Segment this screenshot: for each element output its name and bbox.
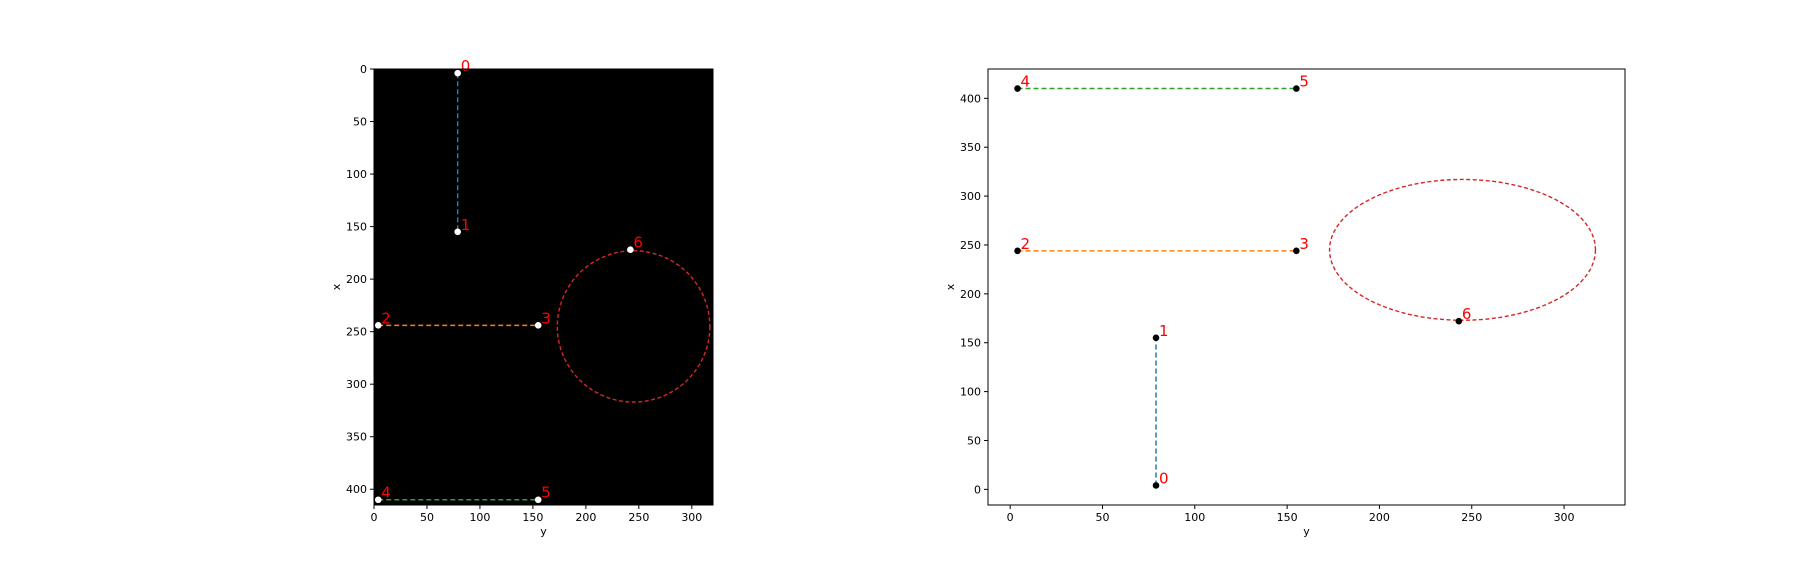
x-tick-label: 0 — [1007, 511, 1014, 524]
x-tick-label: 150 — [522, 511, 543, 524]
y-tick-label: 150 — [346, 221, 367, 234]
plot-area — [374, 69, 713, 505]
point-4 — [374, 496, 382, 504]
x-tick-label: 300 — [681, 511, 702, 524]
point-label-1: 1 — [1159, 322, 1169, 340]
point-0 — [1152, 482, 1160, 489]
point-label-3: 3 — [1299, 235, 1309, 253]
x-axis-label: y — [540, 525, 547, 538]
y-tick-label: 50 — [967, 434, 981, 447]
y-tick-label: 400 — [960, 92, 981, 105]
point-6 — [627, 246, 634, 254]
x-tick-label: 100 — [1184, 511, 1205, 524]
x-tick-label: 50 — [1095, 511, 1109, 524]
point-6 — [1455, 317, 1463, 325]
point-label-5: 5 — [1299, 73, 1309, 91]
x-tick-label: 50 — [420, 511, 434, 524]
x-tick-label: 150 — [1277, 511, 1298, 524]
x-axis-label: y — [1303, 525, 1310, 538]
y-axis-label: x — [944, 283, 957, 290]
x-tick-label: 300 — [1554, 511, 1575, 524]
point-label-2: 2 — [1021, 235, 1031, 253]
point-2 — [374, 322, 382, 329]
point-1 — [1152, 334, 1160, 342]
x-tick-label: 200 — [1369, 511, 1390, 524]
x-tick-label: 100 — [469, 511, 490, 524]
point-label-5: 5 — [541, 484, 551, 502]
x-tick-label: 250 — [628, 511, 649, 524]
y-tick-label: 200 — [960, 288, 981, 301]
point-label-0: 0 — [1159, 469, 1169, 487]
point-5 — [534, 496, 542, 504]
y-tick-label: 400 — [346, 483, 367, 496]
point-label-3: 3 — [541, 309, 551, 327]
point-label-0: 0 — [461, 57, 471, 75]
point-4 — [1014, 85, 1021, 92]
y-tick-label: 200 — [346, 273, 367, 286]
y-tick-label: 0 — [360, 63, 367, 76]
point-label-1: 1 — [461, 216, 471, 234]
point-1 — [454, 228, 461, 236]
y-axis-label: x — [330, 283, 343, 290]
point-2 — [1014, 247, 1021, 255]
left-chart: 0 50 100 150 200 250 3000501001502002503003504… — [330, 57, 714, 538]
y-tick-label: 50 — [353, 116, 367, 129]
point-label-6: 6 — [1462, 305, 1472, 323]
y-tick-label: 350 — [960, 141, 981, 154]
circle-outline — [556, 250, 711, 403]
plot-area — [988, 69, 1625, 505]
plot-frame — [987, 68, 1626, 506]
y-tick-label: 0 — [974, 483, 981, 496]
y-tick-label: 150 — [960, 337, 981, 350]
y-tick-label: 250 — [960, 239, 981, 252]
point-0 — [454, 69, 461, 77]
x-tick-label: 200 — [575, 511, 596, 524]
y-tick-label: 300 — [960, 190, 981, 203]
point-label-4: 4 — [1021, 73, 1031, 91]
circle-outline — [1328, 178, 1597, 321]
y-tick-label: 250 — [346, 326, 367, 339]
y-tick-label: 300 — [346, 378, 367, 391]
point-5 — [1293, 85, 1300, 92]
right-chart: 0 50 100 150 200 250 3000501001502002503003504… — [944, 68, 1626, 538]
point-label-4: 4 — [381, 484, 391, 502]
x-tick-label: 0 — [371, 511, 378, 524]
point-3 — [534, 322, 542, 329]
point-3 — [1293, 247, 1300, 255]
point-label-6: 6 — [633, 234, 643, 252]
y-tick-label: 100 — [346, 168, 367, 181]
y-tick-label: 100 — [960, 386, 981, 399]
x-tick-label: 250 — [1461, 511, 1482, 524]
plot-frame — [373, 68, 714, 506]
y-tick-label: 350 — [346, 431, 367, 444]
point-label-2: 2 — [381, 309, 391, 327]
